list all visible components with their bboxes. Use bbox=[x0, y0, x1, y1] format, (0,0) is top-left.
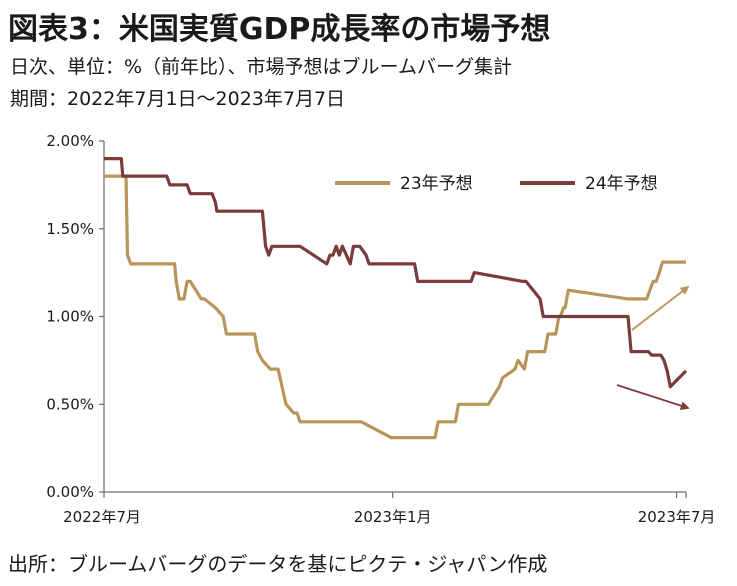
chart-title: 図表3：米国実質GDP成長率の市場予想 bbox=[8, 12, 551, 47]
y-tick-label: 0.00% bbox=[46, 483, 94, 501]
y-tick-label: 2.00% bbox=[46, 132, 94, 150]
chart-period: 期間：2022年7月1日～2023年7月7日 bbox=[10, 88, 346, 110]
chart-axes: 0.00% 0.50% 1.00% 1.50% 2.00% 2022年7月 2023年1月 2… bbox=[46, 132, 715, 526]
series-line bbox=[104, 174, 686, 440]
chart-subtitle: 日次、単位：%（前年比）、市場予想はブルームバーグ集計 bbox=[10, 56, 512, 78]
arrow-up-icon bbox=[631, 285, 690, 331]
chart-legend: 23年予想 24年予想 bbox=[335, 174, 658, 194]
y-tick-label: 0.50% bbox=[46, 395, 94, 413]
legend-label: 23年予想 bbox=[400, 174, 473, 194]
legend-label: 24年予想 bbox=[585, 174, 658, 194]
arrow-down-icon bbox=[616, 384, 690, 411]
y-tick-label: 1.50% bbox=[46, 220, 94, 238]
chart-arrows bbox=[616, 285, 690, 411]
series-line bbox=[104, 157, 688, 389]
x-tick-label: 2023年7月 bbox=[638, 508, 716, 526]
chart-series bbox=[104, 157, 688, 440]
chart-source: 出所：ブルームバーグのデータを基にピクテ・ジャパン作成 bbox=[8, 552, 548, 576]
x-tick-label: 2022年7月 bbox=[63, 508, 141, 526]
y-tick-label: 1.00% bbox=[46, 308, 94, 326]
x-tick-label: 2023年1月 bbox=[354, 508, 432, 526]
